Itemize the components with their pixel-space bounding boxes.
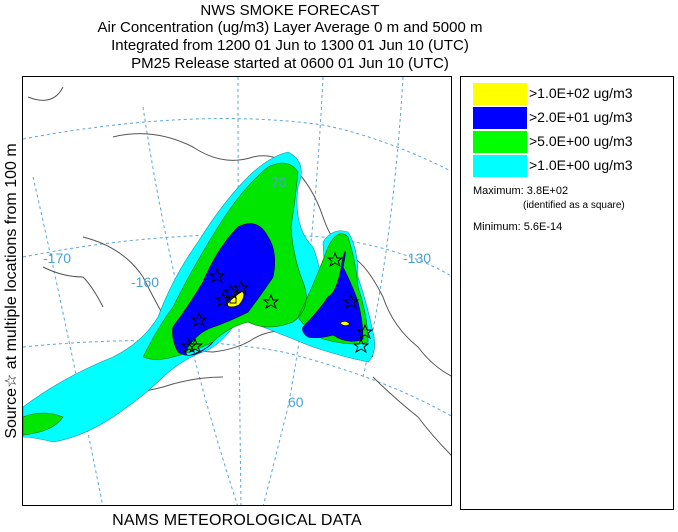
legend-row-green: >5.0E+00 ug/m3: [473, 131, 673, 153]
source-star-icon: [232, 279, 250, 296]
concentration-legend: >1.0E+02 ug/m3 >2.0E+01 ug/m3 >5.0E+00 u…: [460, 76, 674, 510]
legend-label-green: >5.0E+00 ug/m3: [529, 133, 633, 149]
legend-maximum: Maximum: 3.8E+02: [473, 185, 569, 197]
source-side-label: Source☆ at multiple locations from 100 m: [0, 76, 22, 506]
grid-label-lat-70: 70: [271, 174, 287, 190]
meteorological-data-label: NAMS METEOROLOGICAL DATA: [112, 512, 362, 529]
coast-segment: [112, 133, 451, 377]
parallel-line: [23, 118, 451, 172]
source-star-icon: [342, 293, 360, 310]
legend-swatch-yellow: [473, 83, 527, 105]
source-star-icon: [180, 337, 198, 354]
smoke-map: -170 -160 -130 70 60: [22, 76, 452, 506]
legend-row-cyan: >1.0E+00 ug/m3: [473, 155, 673, 177]
source-side-text: Source☆ at multiple locations from 100 m: [3, 143, 20, 439]
grid-label-lon-160: -160: [131, 274, 159, 290]
legend-maximum-note: (identified as a square): [523, 200, 625, 211]
forecast-title: NWS SMOKE FORECAST: [200, 2, 380, 19]
source-star-icon: [352, 337, 370, 354]
legend-label-cyan: >1.0E+00 ug/m3: [529, 157, 633, 173]
grid-label-lon-130: -130: [403, 250, 431, 266]
maximum-square-icon: [229, 296, 237, 304]
source-star-icon: [214, 291, 232, 308]
legend-swatch-blue: [473, 107, 527, 129]
grid-label-lat-60: 60: [288, 394, 304, 410]
legend-minimum: Minimum: 5.6E-14: [473, 221, 563, 233]
source-star-icon: [186, 337, 204, 354]
meridian-line: [32, 176, 104, 505]
legend-row-blue: >2.0E+01 ug/m3: [473, 107, 673, 129]
legend-swatch-cyan: [473, 155, 527, 177]
legend-label-yellow: >1.0E+02 ug/m3: [529, 85, 633, 101]
parallel-line: [23, 340, 451, 417]
forecast-subtitle-layer: Air Concentration (ug/m3) Layer Average …: [97, 19, 483, 36]
parallel-line: [23, 234, 451, 277]
source-star-icon: [190, 311, 208, 328]
forecast-subtitle-integration: Integrated from 1200 01 Jun to 1300 01 J…: [111, 37, 469, 54]
grid-label-lon-170: -170: [43, 250, 71, 266]
coast-segment: [372, 376, 451, 456]
graticule: [23, 77, 451, 505]
meridian-line: [237, 77, 242, 505]
coast-segment: [27, 86, 64, 101]
meridian-line: [362, 77, 404, 378]
legend-label-blue: >2.0E+01 ug/m3: [529, 109, 633, 125]
plume-level-4: [225, 290, 351, 327]
map-canvas: -170 -160 -130 70 60: [23, 77, 451, 505]
legend-swatch-green: [473, 131, 527, 153]
source-star-icon: [326, 251, 344, 268]
meridian-line: [142, 106, 238, 505]
meridian-line: [262, 77, 324, 505]
source-markers: [180, 251, 374, 354]
coast-segment: [42, 266, 104, 308]
forecast-subtitle-release: PM25 Release started at 0600 01 Jun 10 (…: [131, 55, 449, 72]
source-star-icon: [208, 267, 226, 284]
legend-row-yellow: >1.0E+02 ug/m3: [473, 83, 673, 105]
source-star-icon: [356, 323, 374, 340]
plume-level-3: [172, 223, 364, 356]
source-star-icon: [262, 293, 280, 310]
source-star-icon: [222, 283, 240, 300]
